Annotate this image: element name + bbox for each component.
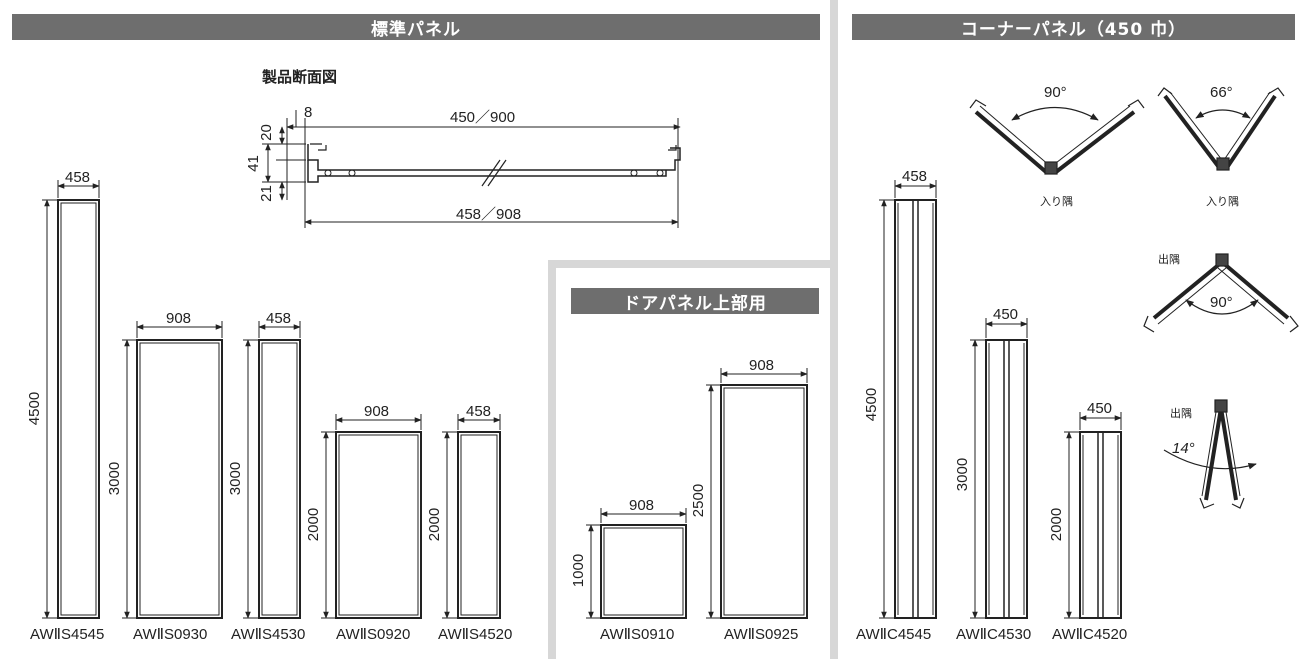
panel-s0910 xyxy=(586,508,687,619)
inner2-angle: 66° xyxy=(1210,84,1233,101)
section-title-standard: 標準パネル xyxy=(12,14,820,40)
cross-section-dim-21: 21 xyxy=(257,185,275,202)
s4530-width: 458 xyxy=(266,310,292,327)
outer2-angle: 14° xyxy=(1172,440,1195,457)
c4545-height: 4500 xyxy=(863,387,881,422)
panel-s0930 xyxy=(122,321,223,619)
inner1-label: 入り隅 xyxy=(1040,195,1073,208)
c4545-width: 458 xyxy=(902,168,928,185)
cross-section-dim-bottom: 458／908 xyxy=(456,206,522,223)
s0910-width: 908 xyxy=(629,497,655,514)
s0925-height: 2500 xyxy=(690,483,708,518)
s0920-model: AWⅡS0920 xyxy=(336,626,411,643)
panel-c4520 xyxy=(1064,412,1122,619)
s0925-model: AWⅡS0925 xyxy=(724,626,799,643)
s4520-height: 2000 xyxy=(426,507,444,542)
door-section-divider-left xyxy=(548,260,556,659)
s4545-model: AWⅡS4545 xyxy=(30,626,105,643)
panel-s0920 xyxy=(321,414,422,619)
section-title-door: ドアパネル上部用 xyxy=(571,288,819,314)
cross-section-dim-20: 20 xyxy=(257,124,275,141)
panel-c4545 xyxy=(879,180,937,619)
cross-section-dim-41: 41 xyxy=(244,155,262,172)
outer2-label: 出隅 xyxy=(1170,407,1192,420)
cross-section-title: 製品断面図 xyxy=(262,68,338,86)
s4530-model: AWⅡS4530 xyxy=(231,626,306,643)
corner-outer-90 xyxy=(1143,253,1299,333)
panel-s0925 xyxy=(706,368,808,619)
outer1-label: 出隅 xyxy=(1158,253,1180,266)
c4530-height: 3000 xyxy=(954,457,972,492)
panel-c4530 xyxy=(970,318,1028,619)
corner-inner-66 xyxy=(1157,87,1285,171)
s4545-width: 458 xyxy=(65,169,91,186)
panel-s4530 xyxy=(243,321,301,619)
c4520-model: AWⅡC4520 xyxy=(1052,626,1128,643)
s0930-model: AWⅡS0930 xyxy=(133,626,208,643)
s0930-height: 3000 xyxy=(106,461,124,496)
vertical-divider xyxy=(830,0,838,659)
s0910-height: 1000 xyxy=(570,553,588,588)
panel-s4520 xyxy=(442,414,501,619)
s0920-width: 908 xyxy=(364,403,390,420)
section-title-corner: コーナーパネル（450 巾） xyxy=(852,14,1295,40)
cross-section-dim-top: 450／900 xyxy=(450,109,516,126)
s0920-height: 2000 xyxy=(305,507,323,542)
cross-section-dim-8: 8 xyxy=(304,104,313,121)
inner2-label: 入り隅 xyxy=(1206,195,1239,208)
s4520-width: 458 xyxy=(466,403,492,420)
c4530-model: AWⅡC4530 xyxy=(956,626,1032,643)
panel-s4545 xyxy=(42,180,100,619)
c4530-width: 450 xyxy=(993,306,1019,323)
door-section-divider-top xyxy=(548,260,830,268)
c4520-width: 450 xyxy=(1087,400,1113,417)
corner-inner-90 xyxy=(969,99,1145,175)
s0930-width: 908 xyxy=(166,310,192,327)
inner1-angle: 90° xyxy=(1044,84,1067,101)
c4520-height: 2000 xyxy=(1048,507,1066,542)
s0910-model: AWⅡS0910 xyxy=(600,626,675,643)
s4545-height: 4500 xyxy=(26,391,44,426)
outer1-angle: 90° xyxy=(1210,294,1233,311)
corner-outer-14 xyxy=(1163,399,1257,509)
cross-section-drawing xyxy=(262,110,681,228)
c4545-model: AWⅡC4545 xyxy=(856,626,932,643)
s4530-height: 3000 xyxy=(227,461,245,496)
s0925-width: 908 xyxy=(749,357,775,374)
s4520-model: AWⅡS4520 xyxy=(438,626,513,643)
